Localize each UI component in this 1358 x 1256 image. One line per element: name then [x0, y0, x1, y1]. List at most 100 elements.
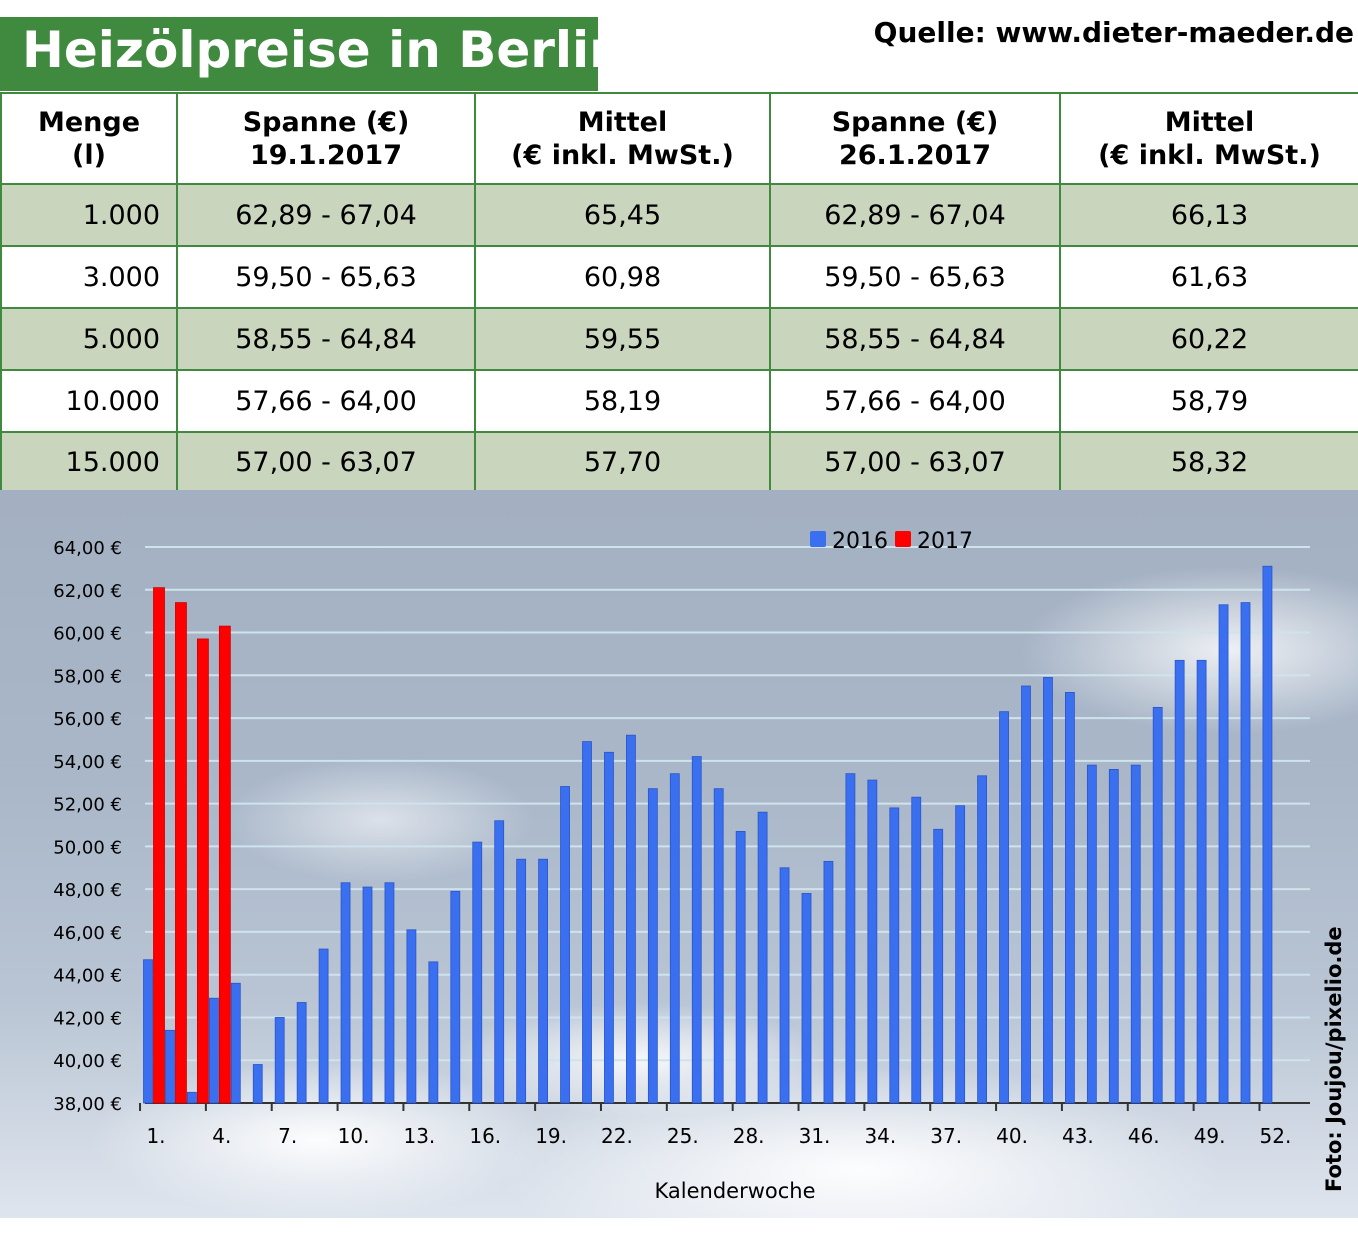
x-axis-label: Kalenderwoche	[654, 1179, 815, 1203]
bar-2016	[1021, 685, 1031, 1104]
chart-background: 38,00 € 40,00 € 42,00 € 44,00 € 46,00 € 48,00…	[0, 490, 1358, 1218]
cell-quantity: 5.000	[0, 307, 178, 371]
cell-mean-date1: 60,98	[474, 245, 771, 309]
table-row: 1.000 62,89 - 67,04 65,45 62,89 - 67,04 …	[0, 183, 1358, 247]
bar-2016	[406, 929, 417, 1104]
bar-2016	[955, 805, 966, 1104]
bar-2016	[1262, 565, 1273, 1104]
x-tick-label: 31.	[799, 1124, 831, 1148]
cell-range-date1: 62,89 - 67,04	[176, 183, 476, 247]
bar-2016	[143, 959, 153, 1104]
bar-2016	[252, 1064, 263, 1104]
cell-range-date2: 62,89 - 67,04	[769, 183, 1061, 247]
y-tick-label: 56,00 €	[53, 709, 122, 730]
table-row: 15.000 57,00 - 63,07 57,70 57,00 - 63,07…	[0, 431, 1358, 493]
bar-2016	[384, 882, 395, 1104]
x-tick-label: 19.	[535, 1124, 567, 1148]
y-tick-label: 44,00 €	[53, 966, 122, 987]
cell-quantity: 10.000	[0, 369, 178, 433]
cell-range-date2: 57,00 - 63,07	[769, 431, 1061, 493]
bar-2016	[186, 1091, 197, 1104]
header-range-date1: Spanne (€) 19.1.2017	[176, 92, 476, 185]
header-mean-date2: Mittel (€ inkl. MwSt.)	[1059, 92, 1358, 185]
bar-2016	[450, 890, 461, 1104]
x-tick-label: 52.	[1260, 1124, 1292, 1148]
cell-mean-date2: 66,13	[1059, 183, 1358, 247]
bar-2016	[296, 1002, 307, 1104]
cell-mean-date2: 58,32	[1059, 431, 1358, 493]
bar-2016	[845, 773, 856, 1104]
legend-label-2016: 2016	[832, 529, 888, 554]
table-row: 5.000 58,55 - 64,84 59,55 58,55 - 64,84 …	[0, 307, 1358, 371]
bar-2016	[362, 886, 373, 1104]
x-tick-label: 7.	[278, 1124, 297, 1148]
header-quantity: Menge (l)	[0, 92, 178, 185]
cell-mean-date1: 59,55	[474, 307, 771, 371]
x-tick-label: 40.	[996, 1124, 1028, 1148]
bar-2016	[735, 831, 746, 1104]
bar-2016	[538, 858, 548, 1104]
bar-2017	[218, 625, 231, 1104]
y-tick-label: 50,00 €	[53, 837, 122, 858]
page-title: Heizölpreise in Berlin	[22, 21, 625, 79]
bar-2016	[889, 807, 900, 1104]
y-tick-label: 62,00 €	[53, 581, 122, 602]
bar-2016	[977, 775, 987, 1104]
bar-2017	[175, 602, 187, 1104]
cell-range-date1: 58,55 - 64,84	[176, 307, 476, 371]
bar-2016	[428, 961, 439, 1104]
bar-2016	[713, 788, 724, 1104]
x-tick-label: 10.	[338, 1124, 370, 1148]
cell-mean-date1: 58,19	[474, 369, 771, 433]
bar-2016	[757, 811, 768, 1104]
y-tick-label: 58,00 €	[53, 666, 122, 687]
bar-2016	[1065, 692, 1075, 1104]
table-header-row: Menge (l) Spanne (€) 19.1.2017 Mittel (€ in…	[0, 92, 1358, 185]
header-mean-date1: Mittel (€ inkl. MwSt.)	[474, 92, 771, 185]
bar-2017	[196, 638, 209, 1104]
bar-2016	[933, 828, 944, 1104]
cell-mean-date2: 61,63	[1059, 245, 1358, 309]
y-tick-label: 64,00 €	[53, 538, 122, 559]
bar-2016	[626, 734, 636, 1104]
bar-2016	[1043, 677, 1053, 1104]
bar-2016	[274, 1017, 285, 1104]
bar-2016	[208, 997, 219, 1104]
x-tick-label: 22.	[601, 1124, 633, 1148]
bar-2016	[647, 788, 658, 1104]
x-tick-label: 49.	[1194, 1124, 1226, 1148]
x-tick-label: 46.	[1128, 1124, 1160, 1148]
x-tick-label: 16.	[469, 1124, 501, 1148]
bar-2016	[165, 1029, 175, 1104]
x-tick-label: 28.	[733, 1124, 765, 1148]
y-tick-label: 46,00 €	[53, 923, 122, 944]
cell-mean-date1: 57,70	[474, 431, 771, 493]
legend-swatch-2016	[810, 531, 826, 547]
title-banner: Heizölpreise in Berlin	[0, 17, 625, 91]
cell-quantity: 15.000	[0, 431, 178, 493]
y-tick-label: 40,00 €	[53, 1051, 122, 1072]
bar-2016	[472, 841, 483, 1104]
bar-2017	[153, 587, 165, 1104]
legend-swatch-2017	[895, 531, 911, 547]
source-label: Quelle: www.dieter-maeder.de	[873, 16, 1354, 49]
table-row: 10.000 57,66 - 64,00 58,19 57,66 - 64,00…	[0, 369, 1358, 433]
y-tick-label: 38,00 €	[53, 1094, 122, 1115]
x-tick-label: 37.	[930, 1124, 962, 1148]
bar-2016	[669, 773, 680, 1104]
cell-range-date1: 57,66 - 64,00	[176, 369, 476, 433]
cell-quantity: 1.000	[0, 183, 178, 247]
bar-2016	[911, 796, 922, 1104]
cell-range-date2: 59,50 - 65,63	[769, 245, 1061, 309]
bar-2016	[823, 860, 834, 1104]
bar-2016	[1196, 659, 1207, 1104]
y-tick-label: 48,00 €	[53, 880, 122, 901]
x-tick-label: 25.	[667, 1124, 699, 1148]
bar-2016	[604, 751, 614, 1104]
bar-2016	[867, 779, 878, 1104]
bar-2016	[582, 741, 592, 1104]
cell-mean-date2: 60,22	[1059, 307, 1358, 371]
bar-2016	[1108, 768, 1119, 1104]
bar-2016	[1240, 602, 1251, 1104]
cell-range-date2: 57,66 - 64,00	[769, 369, 1061, 433]
